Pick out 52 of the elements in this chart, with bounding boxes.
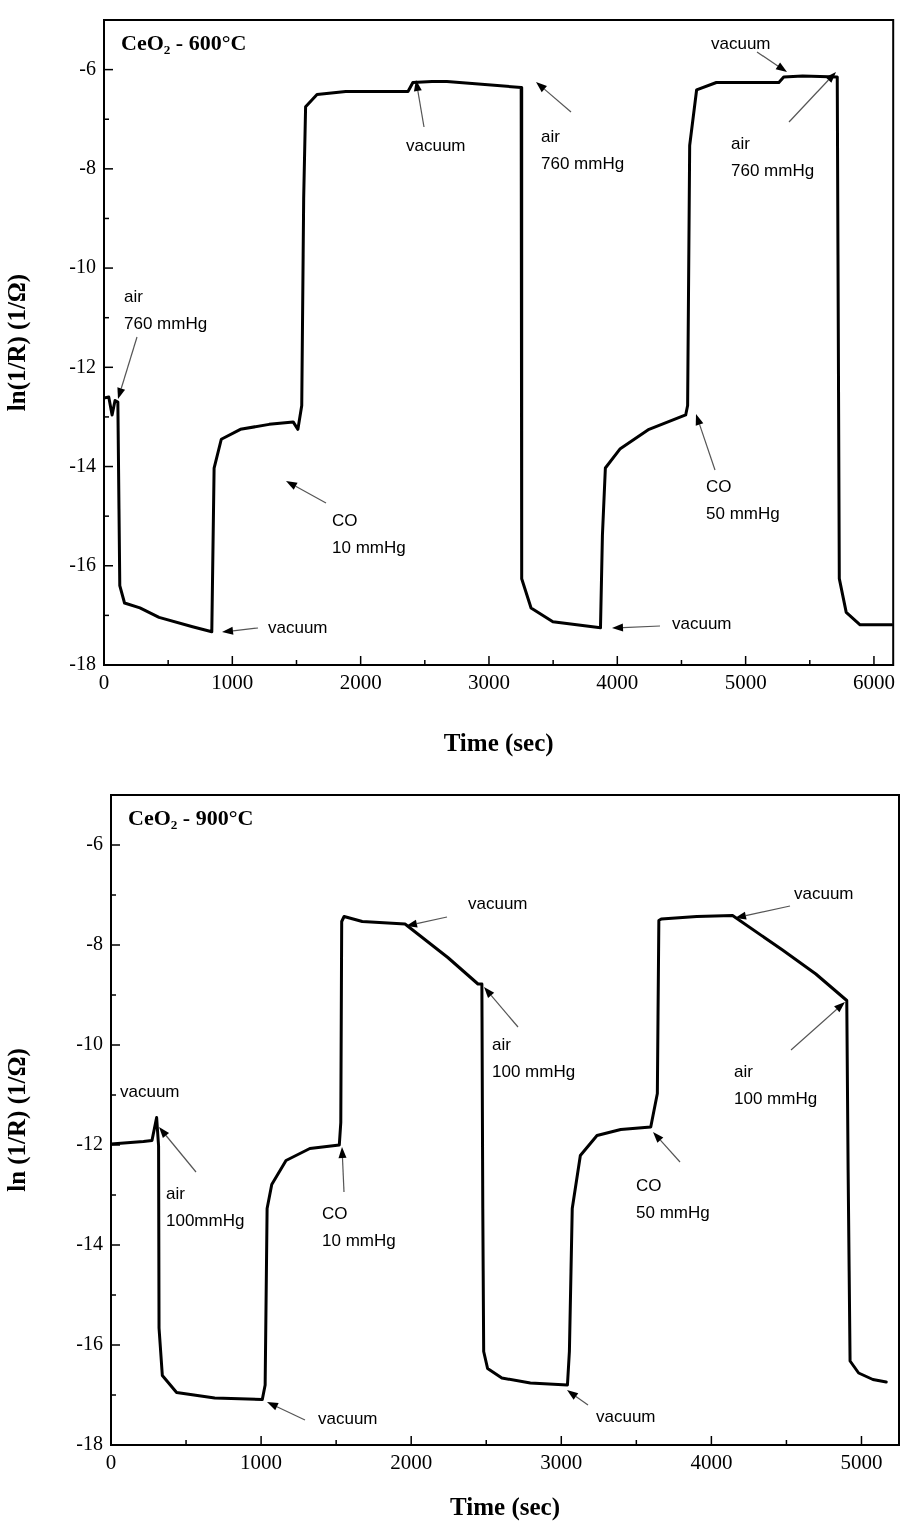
annotation: air 760 mmHg xyxy=(541,126,625,175)
y-tick-label: -18 xyxy=(69,652,96,675)
y-tick-label: -16 xyxy=(69,553,96,576)
y-tick-label: -12 xyxy=(69,354,96,377)
x-tick-label: 4000 xyxy=(596,670,639,695)
y-axis-title: ln(1/R) (1/Ω) xyxy=(3,273,32,412)
annotation: air 760 mmHg xyxy=(124,286,208,335)
annotation: air 100 mmHg xyxy=(492,1034,576,1083)
y-axis-title: ln (1/R) (1/Ω) xyxy=(3,1048,32,1192)
y-tick-label: -12 xyxy=(76,1132,103,1155)
annotation: vacuum xyxy=(468,893,528,915)
x-tick-label: 2000 xyxy=(390,1450,433,1475)
y-tick-label: -14 xyxy=(76,1232,103,1255)
x-tick-label: 1000 xyxy=(211,670,254,695)
y-tick-label: -10 xyxy=(69,255,96,278)
x-tick-label: 1000 xyxy=(240,1450,283,1475)
annotation: CO 50 mmHg xyxy=(636,1175,710,1224)
x-tick-label: 3000 xyxy=(467,670,510,695)
x-tick-label: 5000 xyxy=(724,670,767,695)
annotation: vacuum xyxy=(711,33,771,55)
x-tick-label: 3000 xyxy=(540,1450,583,1475)
annotation: vacuum xyxy=(406,135,466,157)
annotation: vacuum xyxy=(794,883,854,905)
annotation: vacuum xyxy=(318,1408,378,1430)
x-tick-label: 0 xyxy=(98,670,110,695)
annotation: vacuum xyxy=(596,1406,656,1428)
x-tick-label: 0 xyxy=(105,1450,117,1475)
annotation: air 100mmHg xyxy=(166,1183,245,1232)
annotation: air 760 mmHg xyxy=(731,133,815,182)
y-tick-label: -18 xyxy=(76,1432,103,1455)
y-tick-label: -8 xyxy=(86,932,103,955)
x-axis-title: Time (sec) xyxy=(450,1493,560,1522)
text: CeO₂ - 600°C xyxy=(121,29,247,55)
x-tick-label: 4000 xyxy=(690,1450,733,1475)
y-tick-label: -16 xyxy=(76,1332,103,1355)
x-axis-title: Time (sec) xyxy=(443,729,554,758)
annotation: vacuum xyxy=(672,613,732,635)
annotation: vacuum xyxy=(268,617,328,639)
x-tick-label: 6000 xyxy=(852,670,895,695)
annotation: air 100 mmHg xyxy=(734,1061,818,1110)
annotation: vacuum xyxy=(120,1081,180,1103)
y-tick-label: -10 xyxy=(76,1032,103,1055)
annotation: CO 10 mmHg xyxy=(332,510,406,559)
text: CeO₂ - 900°C xyxy=(128,804,254,830)
annotation: CO 10 mmHg xyxy=(322,1203,396,1252)
y-tick-label: -8 xyxy=(79,156,96,179)
x-tick-label: 2000 xyxy=(339,670,382,695)
y-tick-label: -14 xyxy=(69,453,96,476)
y-tick-label: -6 xyxy=(86,832,103,855)
annotation: CO 50 mmHg xyxy=(706,476,780,525)
y-tick-label: -6 xyxy=(79,56,96,79)
x-tick-label: 5000 xyxy=(840,1450,883,1475)
